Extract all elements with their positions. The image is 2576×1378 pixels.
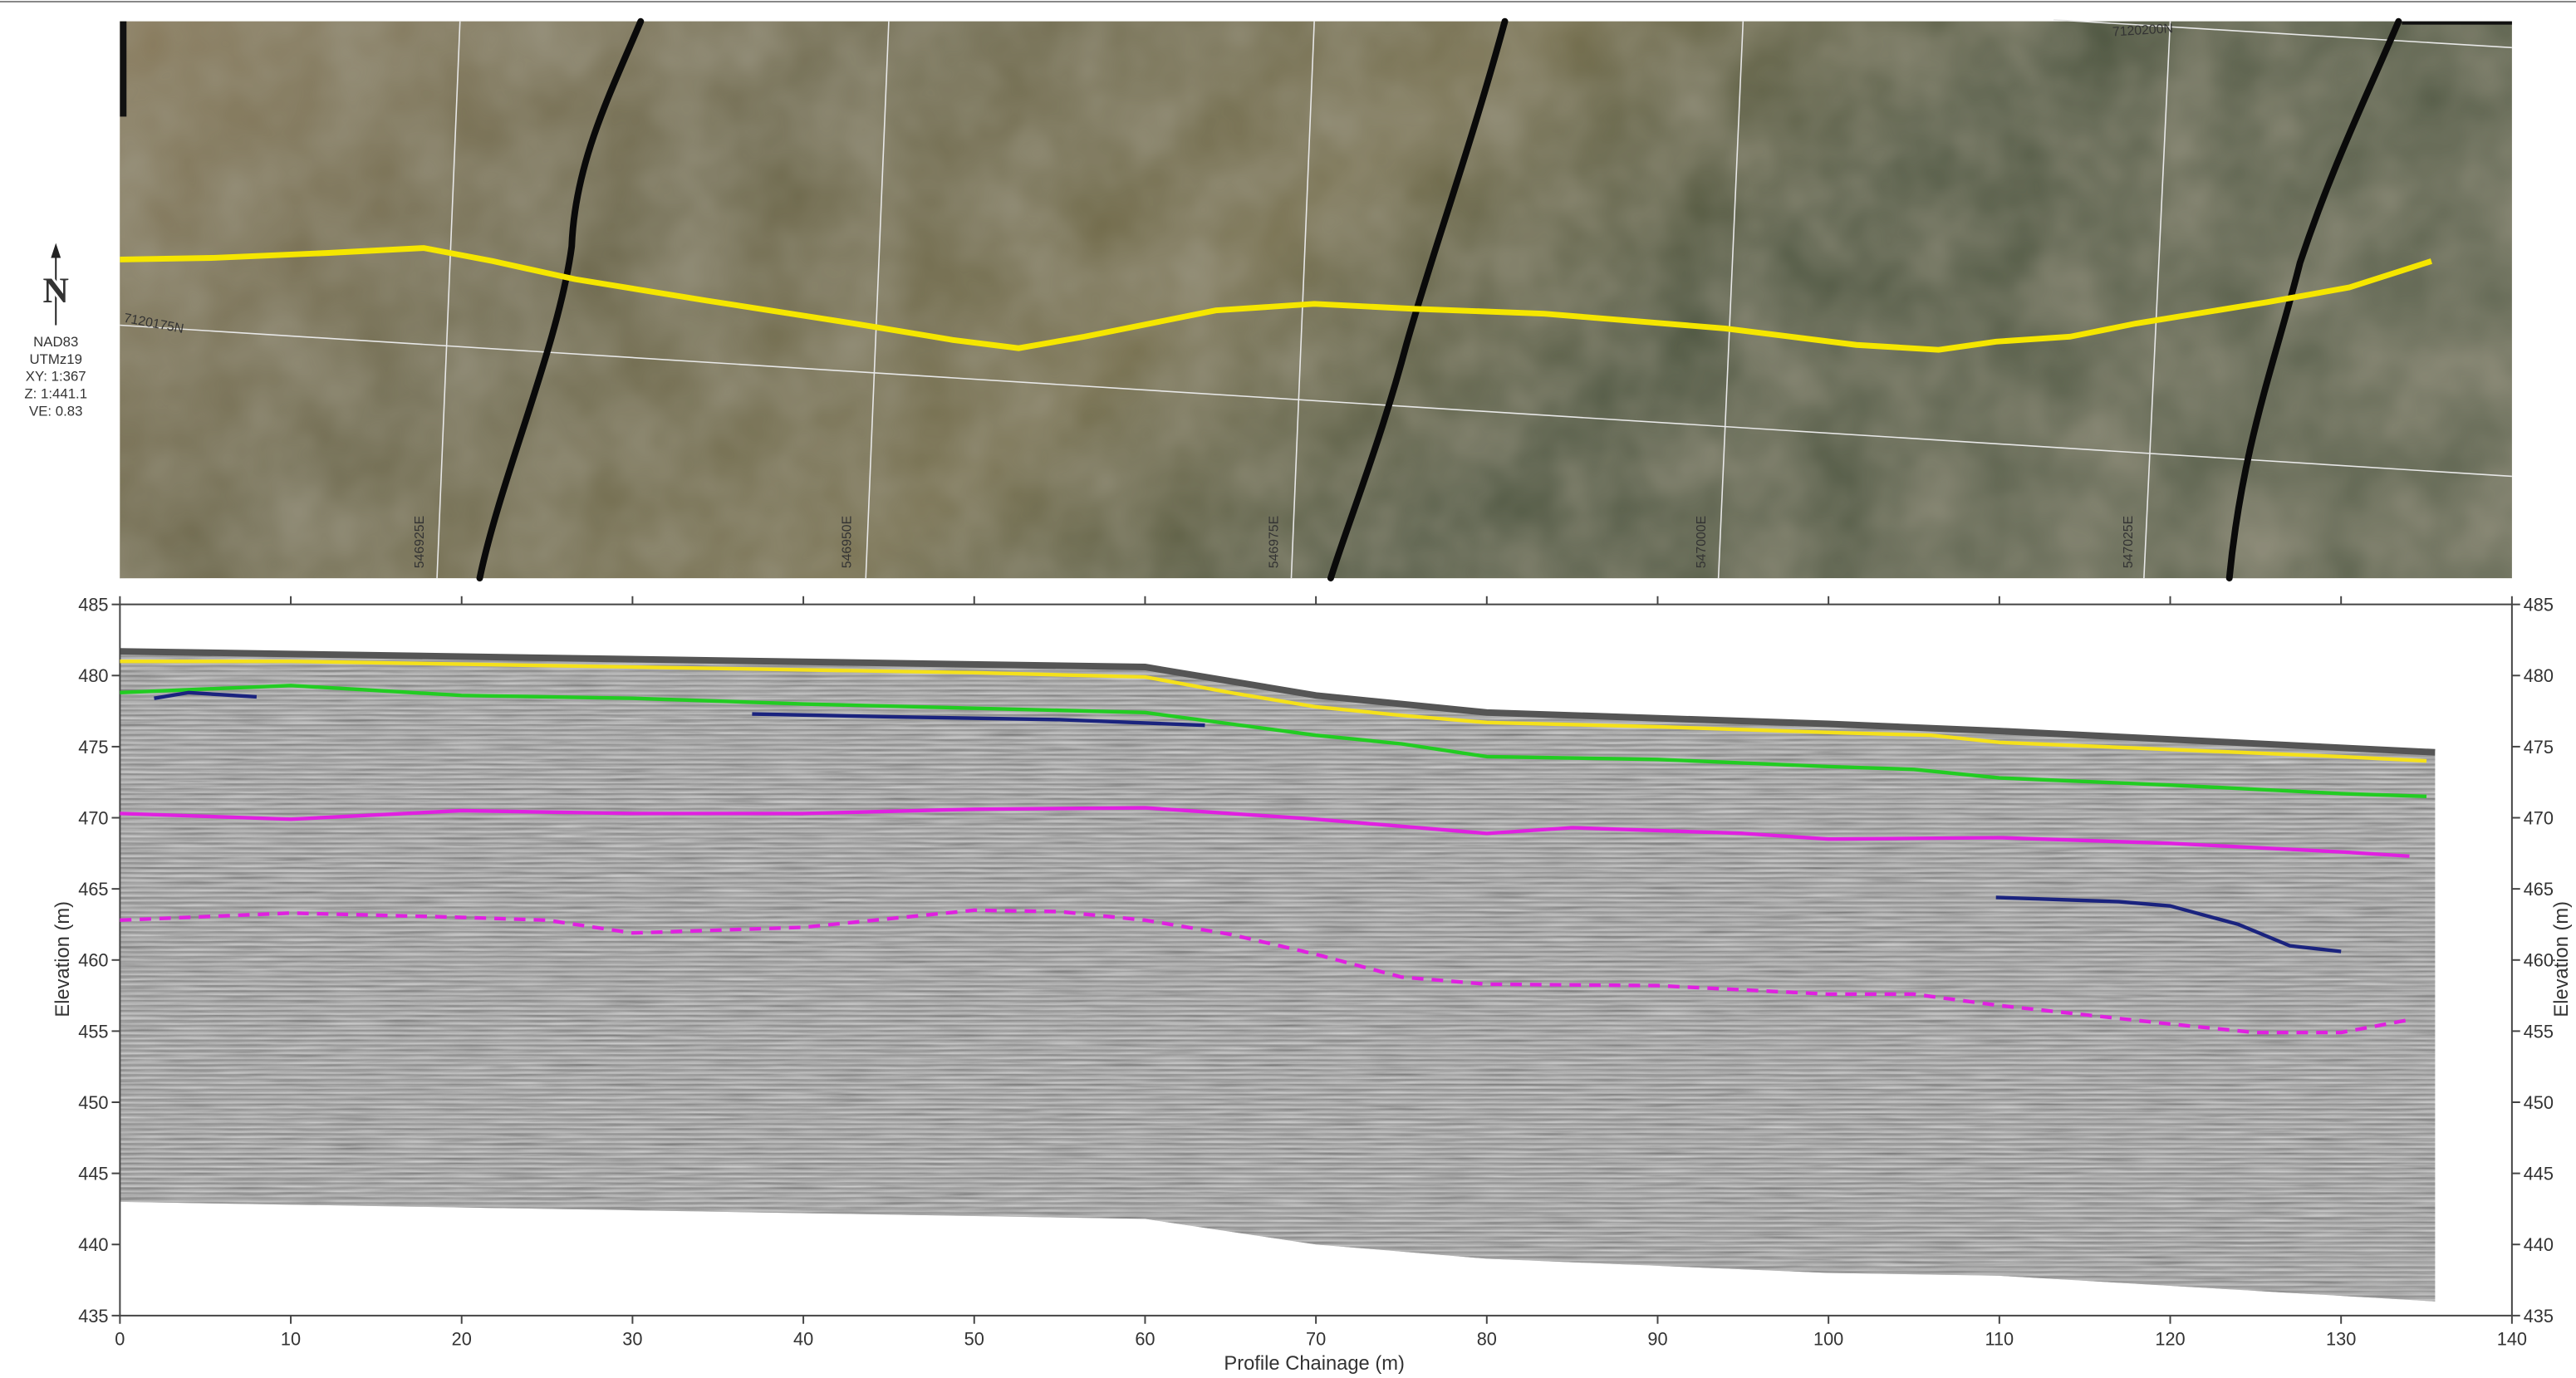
x-axis-title: Profile Chainage (m)	[1224, 1353, 1405, 1375]
easting-label: 547000E	[1695, 516, 1709, 568]
x-tick-label: 140	[2497, 1328, 2527, 1349]
y-tick-label: 445	[78, 1164, 108, 1184]
y2-tick-label: 440	[2524, 1234, 2554, 1255]
x-tick-label: 70	[1306, 1328, 1326, 1349]
y2-tick-label: 485	[2524, 595, 2554, 615]
y2-tick-label: 450	[2524, 1092, 2554, 1113]
easting-label: 546975E	[1268, 516, 1282, 568]
map-info-line: XY: 1:367	[26, 369, 86, 385]
map-info-line: NAD83	[33, 334, 78, 350]
y-tick-label: 440	[78, 1234, 108, 1255]
y2-tick-label: 435	[2524, 1306, 2554, 1327]
aerial-texture	[120, 22, 2512, 578]
y-tick-label: 455	[78, 1021, 108, 1042]
map-info-line: Z: 1:441.1	[24, 386, 87, 402]
map-edge	[2402, 22, 2512, 25]
y-tick-label: 475	[78, 737, 108, 758]
x-tick-label: 50	[964, 1328, 984, 1349]
x-tick-label: 20	[452, 1328, 472, 1349]
y2-tick-label: 475	[2524, 737, 2554, 758]
easting-label: 547025E	[2122, 516, 2136, 568]
y2-tick-label: 455	[2524, 1021, 2554, 1042]
y2-tick-label: 465	[2524, 879, 2554, 900]
easting-label: 546925E	[413, 516, 427, 568]
y2-tick-label: 460	[2524, 950, 2554, 971]
figure: 546925E546950E546975E547000E547025E71201…	[0, 0, 2576, 1378]
north-label: N	[43, 271, 69, 311]
y-tick-label: 480	[78, 665, 108, 686]
x-tick-label: 30	[622, 1328, 642, 1349]
x-tick-label: 120	[2155, 1328, 2185, 1349]
map-edge	[120, 22, 126, 117]
y2-tick-label: 470	[2524, 807, 2554, 828]
y-tick-label: 485	[78, 595, 108, 615]
x-tick-label: 10	[281, 1328, 301, 1349]
y2-tick-label: 480	[2524, 665, 2554, 686]
x-tick-label: 130	[2326, 1328, 2356, 1349]
map-info-line: VE: 0.83	[29, 403, 82, 419]
y-tick-label: 465	[78, 879, 108, 900]
x-tick-label: 0	[115, 1328, 125, 1349]
easting-label: 546950E	[840, 516, 854, 568]
y-tick-label: 435	[78, 1306, 108, 1327]
y-axis-title: Elevation (m)	[52, 901, 74, 1018]
x-tick-label: 60	[1135, 1328, 1155, 1349]
y-tick-label: 470	[78, 807, 108, 828]
x-tick-label: 80	[1477, 1328, 1497, 1349]
x-tick-label: 110	[1985, 1328, 2014, 1349]
x-tick-label: 100	[1813, 1328, 1843, 1349]
y2-tick-label: 445	[2524, 1164, 2554, 1184]
y-tick-label: 460	[78, 950, 108, 971]
y2-axis-title: Elevation (m)	[2551, 901, 2573, 1018]
map-info-line: UTMz19	[30, 351, 82, 367]
y-tick-label: 450	[78, 1092, 108, 1113]
x-tick-label: 40	[793, 1328, 813, 1349]
x-tick-label: 90	[1647, 1328, 1667, 1349]
page: 546925E546950E546975E547000E547025E71201…	[0, 0, 2576, 1378]
